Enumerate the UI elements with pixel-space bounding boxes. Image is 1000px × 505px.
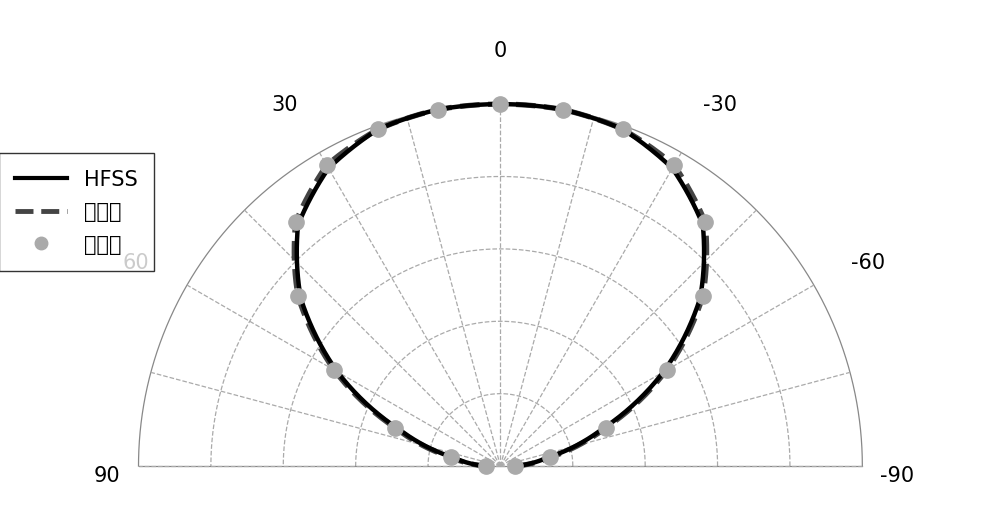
Text: 0: 0 <box>494 41 507 61</box>
Text: 60: 60 <box>123 254 149 273</box>
Legend: HFSS, 传输线, 本发明: HFSS, 传输线, 本发明 <box>0 153 154 271</box>
Text: 30: 30 <box>271 95 298 115</box>
Text: -90: -90 <box>880 466 915 486</box>
Text: -30: -30 <box>703 95 737 115</box>
Text: -60: -60 <box>851 254 886 273</box>
Text: 90: 90 <box>94 466 120 486</box>
